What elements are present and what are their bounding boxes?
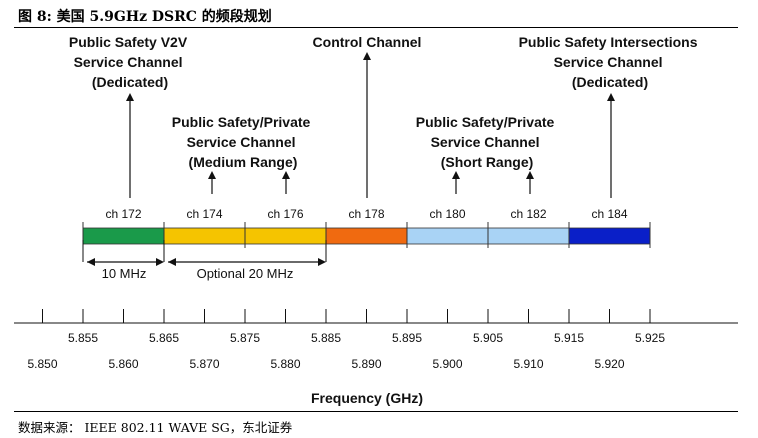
channel-segment-ch184 [569, 228, 650, 244]
tick-label-5.905: 5.905 [473, 331, 503, 345]
channel-segment-ch174 [164, 228, 245, 244]
label-intersections: Public Safety Intersections Service Chan… [519, 34, 702, 90]
tick-label-5.890: 5.890 [351, 357, 381, 371]
channel-label-ch178: ch 178 [348, 207, 384, 221]
label-v2v: Public Safety V2V Service Channel (Dedic… [69, 34, 191, 90]
channel-label-ch176: ch 176 [267, 207, 303, 221]
bw-10-bg [96, 266, 152, 282]
figure-source: 数据来源： IEEE 802.11 WAVE SG，东北证券 [18, 420, 293, 435]
channel-label-ch172: ch 172 [105, 207, 141, 221]
label-control-channel: Control Channel [313, 34, 422, 50]
channel-segment-ch180 [407, 228, 488, 244]
channel-bar: ch 172 ch 174 ch 176 ch 178 ch 180 ch 182 ch 1… [82, 207, 651, 248]
channel-label-ch182: ch 182 [510, 207, 546, 221]
label-medium-range: Public Safety/Private Service Channel (M… [172, 114, 314, 170]
channel-segment-ch178 [326, 228, 407, 244]
tick-label-5.900: 5.900 [432, 357, 462, 371]
bottom-rule [14, 411, 738, 412]
channel-label-ch184: ch 184 [591, 207, 627, 221]
channel-label-ch174: ch 174 [186, 207, 222, 221]
axis-title: Frequency (GHz) [311, 390, 423, 406]
tick-label-5.880: 5.880 [270, 357, 300, 371]
tick-label-5.855: 5.855 [68, 331, 98, 345]
tick-label-5.850: 5.850 [27, 357, 57, 371]
frequency-ticks: 5.855 5.865 5.875 5.885 5.895 5.905 5.915 5.925… [27, 309, 665, 371]
tick-label-5.885: 5.885 [311, 331, 341, 345]
figure-title: 图 8: 美国 5.9GHz DSRC 的频段规划 [18, 9, 272, 25]
top-rule [14, 27, 738, 28]
tick-label-5.875: 5.875 [230, 331, 260, 345]
tick-label-5.865: 5.865 [149, 331, 179, 345]
channel-segment-ch182 [488, 228, 569, 244]
tick-label-5.860: 5.860 [108, 357, 138, 371]
channel-segment-ch176 [245, 228, 326, 244]
channel-label-ch180: ch 180 [429, 207, 465, 221]
tick-label-5.920: 5.920 [594, 357, 624, 371]
bw-20mhz-label: Optional 20 MHz [197, 266, 294, 281]
tick-label-5.910: 5.910 [513, 357, 543, 371]
bandwidth-indicators: 10 MHz Optional 20 MHz [82, 240, 327, 282]
bw-10mhz-label: 10 MHz [102, 266, 147, 281]
bw-20-bg [182, 266, 314, 282]
tick-label-5.915: 5.915 [554, 331, 584, 345]
tick-label-5.870: 5.870 [189, 357, 219, 371]
tick-label-5.895: 5.895 [392, 331, 422, 345]
tick-label-5.925: 5.925 [635, 331, 665, 345]
channel-segment-ch172 [83, 228, 164, 244]
label-short-range: Public Safety/Private Service Channel (S… [416, 114, 558, 170]
